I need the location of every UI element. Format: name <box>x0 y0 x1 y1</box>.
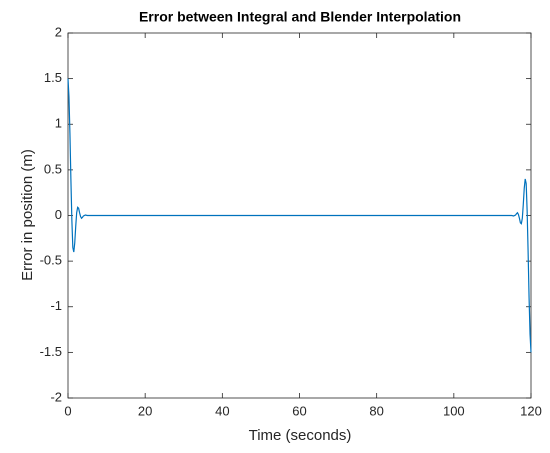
y-tick-label: 0 <box>55 207 62 222</box>
y-tick-label: 1.5 <box>44 70 62 85</box>
y-tick-label: 0.5 <box>44 161 62 176</box>
data-line <box>67 78 532 353</box>
y-tick-label: -0.5 <box>40 253 62 268</box>
x-tick-label: 20 <box>138 403 152 418</box>
chart-title: Error between Integral and Blender Inter… <box>139 9 461 25</box>
y-tick-label: -1.5 <box>40 344 62 359</box>
y-axis-label: Error in position (m) <box>19 149 36 281</box>
x-tick-label: 120 <box>520 403 542 418</box>
y-tick-label: 2 <box>55 24 62 39</box>
y-tick-label: 1 <box>55 116 62 131</box>
x-tick-label: 80 <box>369 403 383 418</box>
x-tick-label: 60 <box>292 403 306 418</box>
y-tick-label: -2 <box>50 389 62 404</box>
x-axis-label: Time (seconds) <box>249 427 352 444</box>
x-tick-label: 100 <box>443 403 465 418</box>
y-tick-label: -1 <box>50 298 62 313</box>
x-tick-label: 0 <box>64 403 71 418</box>
x-tick-label: 40 <box>215 403 229 418</box>
